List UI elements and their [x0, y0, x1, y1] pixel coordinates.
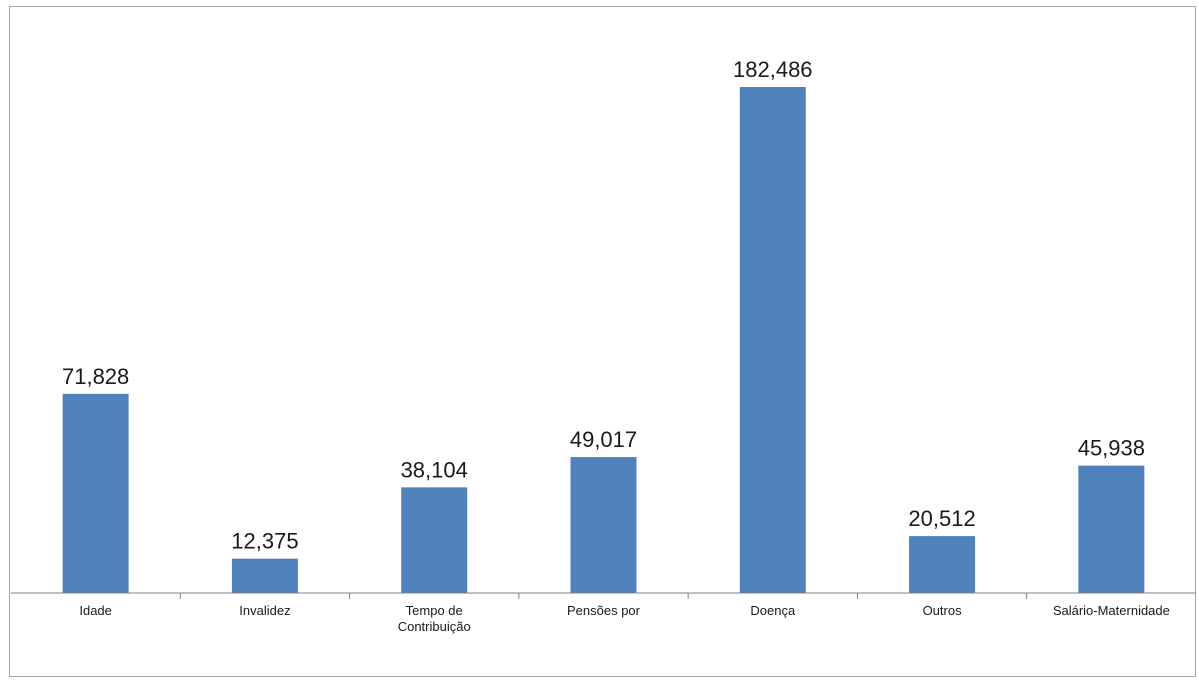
category-label: Tempo de Contribuição: [398, 603, 471, 634]
category-label: Salário-Maternidade: [1053, 603, 1170, 618]
bar: [570, 457, 637, 593]
bar: [909, 536, 976, 593]
bar: [62, 393, 129, 593]
data-label: 182,486: [733, 57, 813, 82]
data-label: 71,828: [62, 364, 129, 389]
data-label: 12,375: [231, 529, 298, 554]
category-label: Idade: [79, 603, 112, 618]
category-label: Invalidez: [239, 603, 290, 618]
bar: [231, 558, 298, 593]
bars-layer: [62, 87, 1145, 593]
category-label: Pensões por: [567, 603, 641, 618]
chart-frame: 71,828 Idade 12,375 Invalidez 38,104 Tempo de…: [9, 6, 1196, 677]
category-label: Outros: [923, 603, 963, 618]
x-axis: [11, 592, 1196, 599]
bar-chart: 71,828 Idade 12,375 Invalidez 38,104 Tempo de…: [11, 57, 1196, 634]
bar: [1078, 465, 1145, 593]
data-label: 45,938: [1078, 436, 1145, 461]
bar: [401, 487, 468, 593]
data-label: 20,512: [908, 506, 975, 531]
data-label: 49,017: [570, 427, 637, 452]
category-label: Doença: [750, 603, 796, 618]
bar: [739, 87, 806, 593]
labels-layer: 71,828 Idade 12,375 Invalidez 38,104 Tempo de…: [62, 57, 1170, 634]
data-label: 38,104: [401, 457, 468, 482]
